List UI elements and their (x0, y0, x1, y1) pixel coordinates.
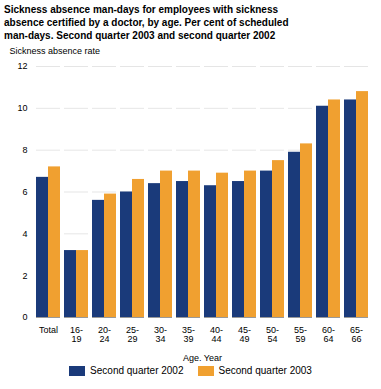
svg-text:Total: Total (39, 325, 58, 335)
svg-text:0: 0 (22, 312, 27, 322)
svg-text:60-64: 60-64 (322, 325, 335, 344)
svg-text:16-19: 16-19 (70, 325, 83, 344)
svg-text:12: 12 (17, 61, 27, 71)
svg-text:20-24: 20-24 (98, 325, 111, 344)
svg-text:55-59: 55-59 (294, 325, 307, 344)
svg-text:Age. Year: Age. Year (183, 353, 222, 363)
html-text:Second quarter 2003: Second quarter 2003 (218, 365, 312, 376)
svg-text:10: 10 (17, 103, 27, 113)
svg-text:65-66: 65-66 (350, 325, 363, 344)
svg-text:35-39: 35-39 (182, 325, 195, 344)
svg-text:40-44: 40-44 (210, 325, 223, 344)
svg-text:Sickness absence rate: Sickness absence rate (10, 46, 101, 56)
svg-text:45-49: 45-49 (238, 325, 251, 344)
html-text:Sickness absence man-days for: Sickness absence man-days for employees … (4, 4, 289, 41)
html-text:Second quarter 2002: Second quarter 2002 (90, 365, 184, 376)
svg-text:50-54: 50-54 (266, 325, 279, 344)
svg-text:30-34: 30-34 (154, 325, 167, 344)
svg-text:4: 4 (22, 229, 27, 239)
svg-text:25-29: 25-29 (126, 325, 139, 344)
svg-text:2: 2 (22, 271, 27, 281)
svg-text:6: 6 (22, 187, 27, 197)
svg-text:8: 8 (22, 145, 27, 155)
